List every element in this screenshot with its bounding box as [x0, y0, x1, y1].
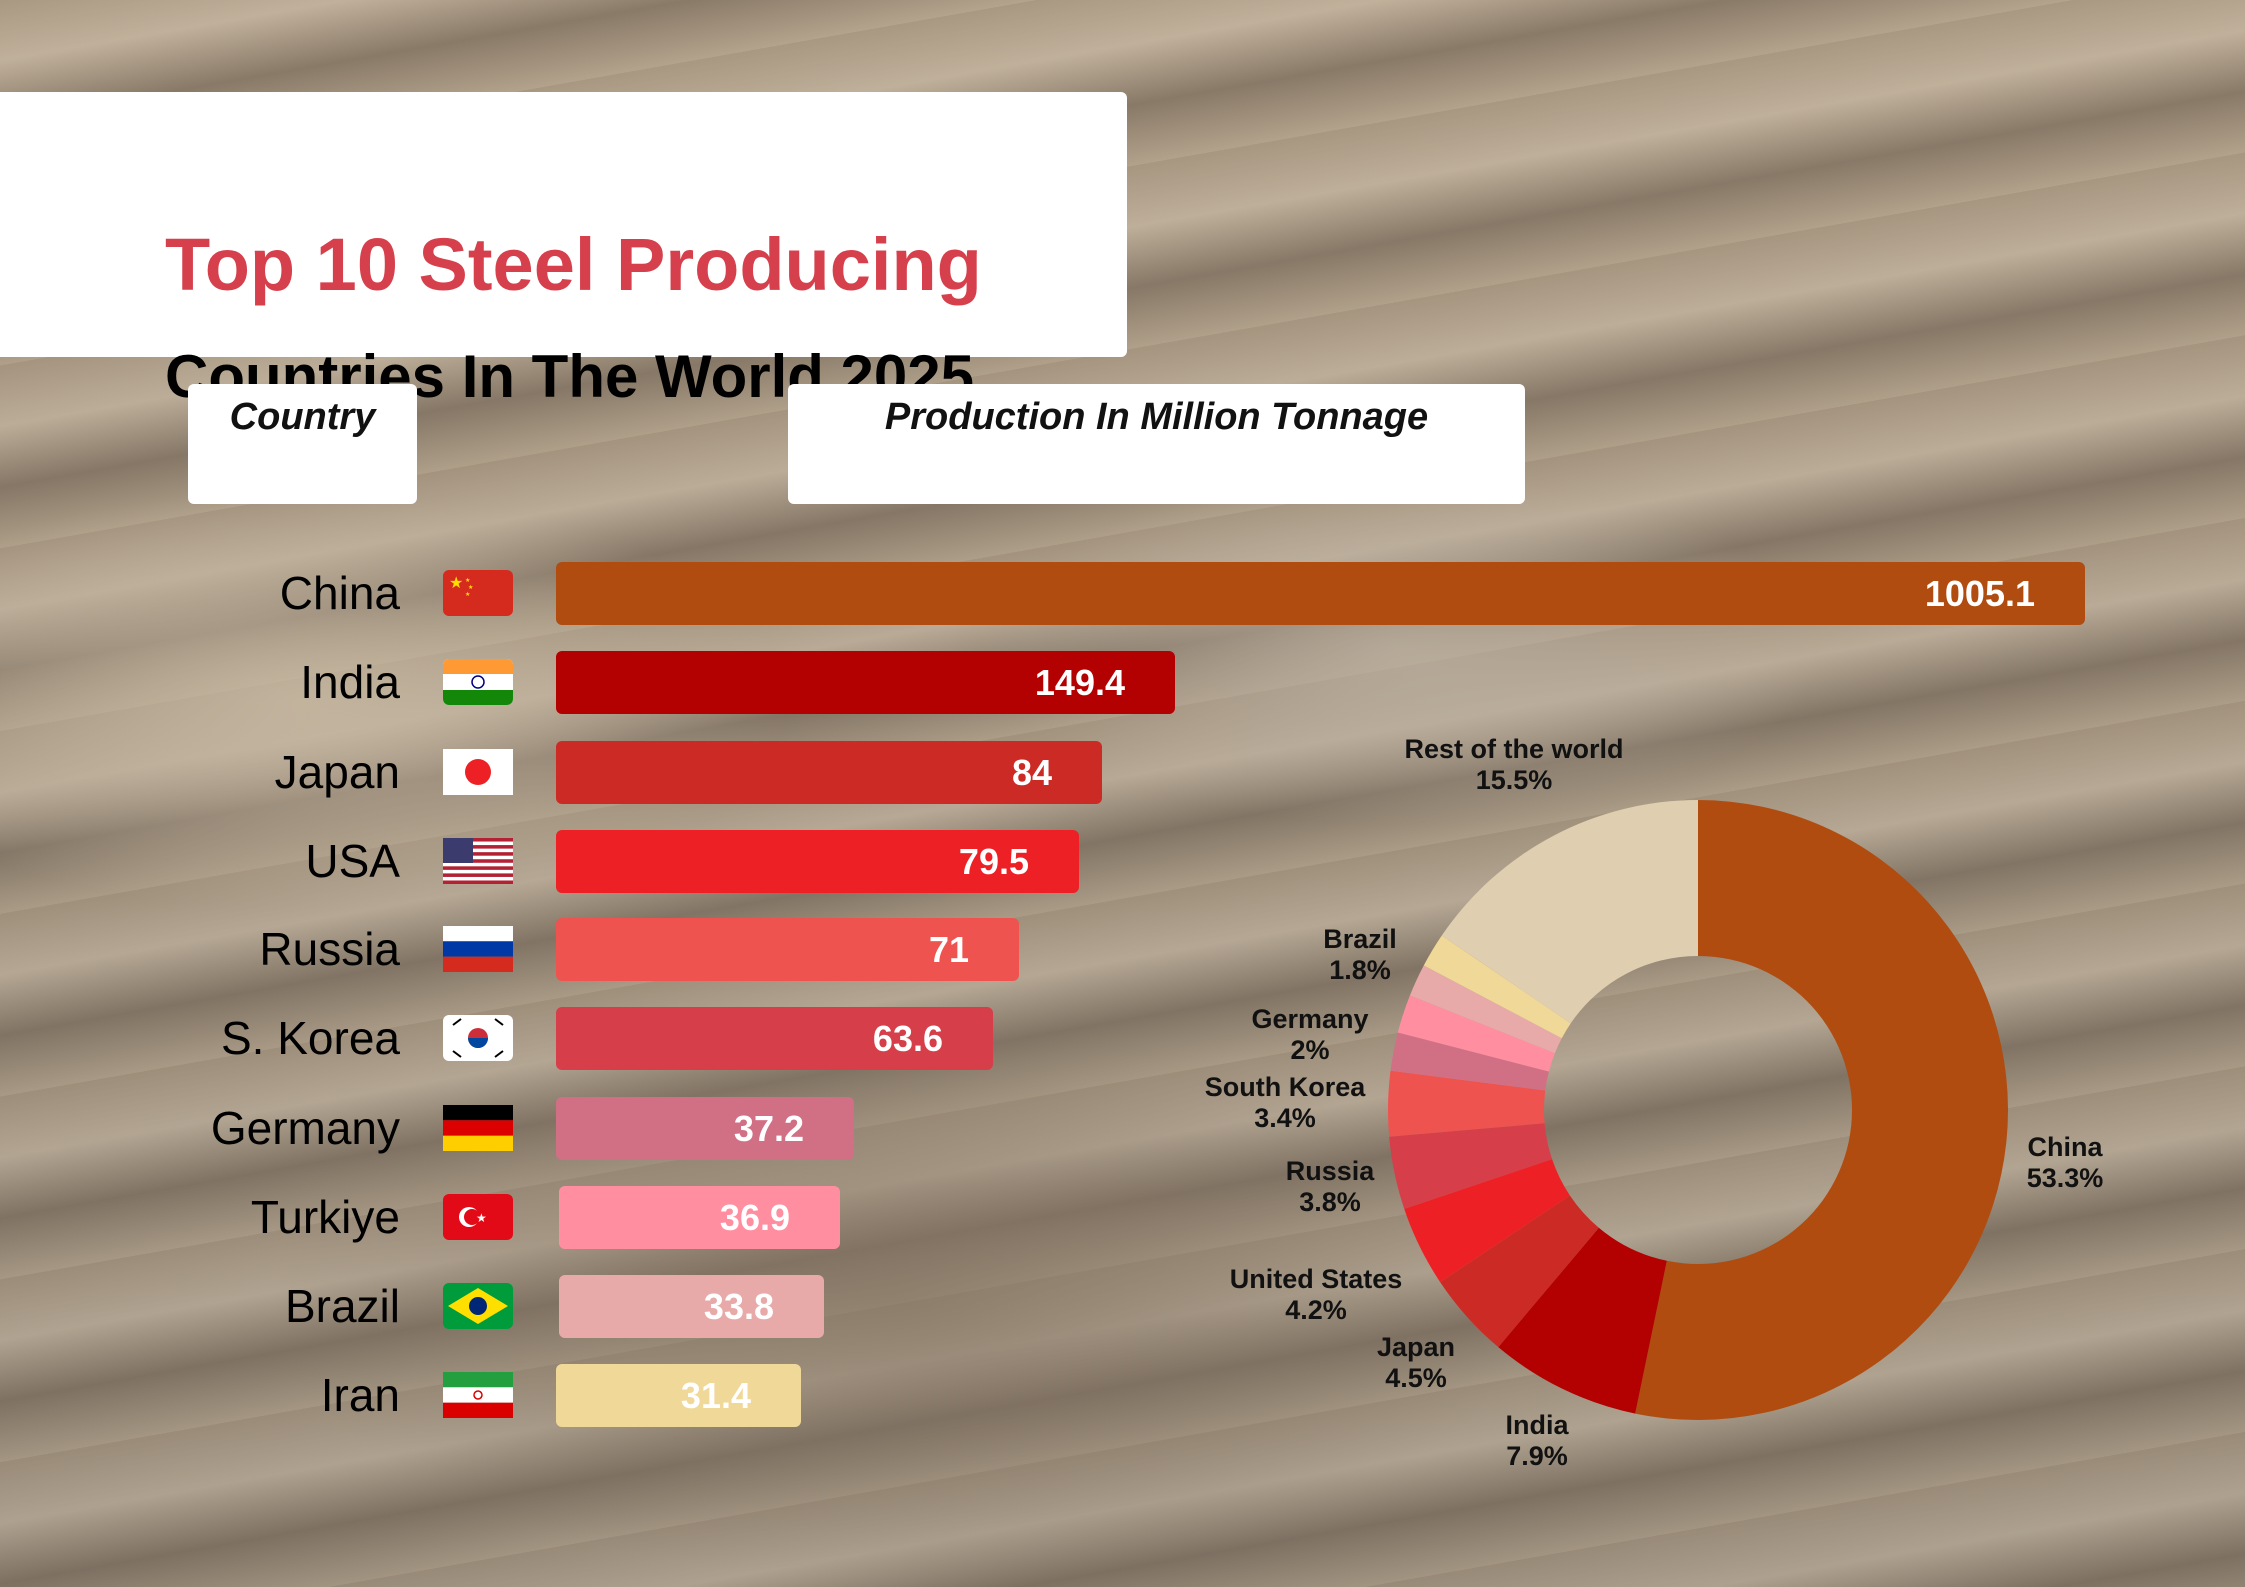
donut-label-percent: 4.2%: [1285, 1295, 1347, 1325]
donut-slice: [1440, 1195, 1599, 1348]
donut-label-name: India: [1505, 1410, 1569, 1440]
bar: 71: [556, 918, 1019, 981]
bar: 31.4: [556, 1364, 801, 1427]
russia-flag-icon: [443, 926, 513, 972]
donut-slice: [1498, 1227, 1667, 1414]
turkiye-flag-icon: ★: [443, 1194, 513, 1240]
donut-label-name: China: [2027, 1132, 2103, 1162]
bar-value-label: 36.9: [719, 1197, 790, 1238]
bar-value-label: 63.6: [872, 1018, 943, 1059]
donut-slice: [1404, 1159, 1570, 1283]
donut-label-percent: 2%: [1290, 1035, 1330, 1065]
donut-label-percent: 3.8%: [1299, 1187, 1361, 1217]
country-label: Germany: [210, 1102, 400, 1154]
bar: 149.4: [556, 651, 1175, 714]
donut-slice: [1635, 800, 2008, 1420]
svg-text:★: ★: [476, 1211, 487, 1225]
donut-slice: [1441, 800, 1698, 1024]
donut-label-percent: 7.9%: [1506, 1441, 1568, 1471]
donut-label-name: United States: [1229, 1264, 1403, 1294]
bar: 33.8: [559, 1275, 824, 1338]
brazil-flag-icon: [443, 1283, 513, 1329]
iran-flag-icon: [443, 1372, 513, 1418]
donut-label-name: Russia: [1285, 1156, 1375, 1186]
title-box: Top 10 Steel Producing Countries In The …: [0, 92, 1127, 410]
donut-label: China 53.3%: [2027, 1132, 2104, 1194]
country-label: Japan: [274, 746, 400, 798]
country-label: Turkiye: [250, 1191, 400, 1243]
donut-label: India 7.9%: [1505, 1410, 1568, 1472]
bar-value-label: 1005.1: [1924, 573, 2035, 614]
china-flag-icon: ★ ★★★: [443, 570, 513, 616]
donut-label-percent: 15.5%: [1475, 765, 1553, 795]
donut-slice: [1390, 1032, 1549, 1091]
usa-flag-icon: [443, 838, 513, 884]
donut-label-percent: 1.8%: [1329, 955, 1391, 985]
donut-label-name: Germany: [1251, 1004, 1369, 1034]
country-label: China: [279, 567, 400, 619]
bar-value-label: 37.2: [733, 1108, 804, 1149]
donut-label: Germany 2%: [1251, 1004, 1368, 1066]
bar: 84: [556, 741, 1102, 804]
donut-label: Russia 3.8%: [1286, 1156, 1375, 1218]
donut-slice: [1388, 1070, 1546, 1137]
country-header: Country: [188, 384, 417, 504]
donut-label: Brazil 1.8%: [1323, 924, 1397, 986]
donut-label: United States 4.2%: [1230, 1264, 1403, 1326]
donut-label: Japan 4.5%: [1377, 1332, 1455, 1394]
donut-label-name: South Korea: [1204, 1072, 1366, 1102]
bar-value-label: 33.8: [703, 1286, 774, 1327]
bar-value-label: 149.4: [1034, 662, 1125, 703]
bar: 79.5: [556, 830, 1079, 893]
country-label: USA: [305, 835, 400, 887]
country-label: Russia: [259, 923, 400, 975]
donut-label-name: Rest of the world: [1404, 734, 1624, 764]
country-label: India: [300, 656, 400, 708]
svg-text:★: ★: [449, 575, 463, 592]
bar: 37.2: [556, 1097, 854, 1160]
donut-label-percent: 3.4%: [1254, 1103, 1316, 1133]
germany-flag-icon: [443, 1105, 513, 1151]
bar-value-label: 79.5: [958, 841, 1029, 882]
donut-slice: [1389, 1123, 1553, 1209]
donut-label-name: Brazil: [1323, 924, 1397, 954]
bar: 1005.1: [556, 562, 2085, 625]
donut-label-name: Japan: [1376, 1332, 1456, 1362]
bar-value-label: 84: [1011, 752, 1052, 793]
donut-slice: [1397, 995, 1555, 1072]
donut-label: Rest of the world 15.5%: [1404, 734, 1623, 796]
production-header: Production In Million Tonnage: [788, 384, 1525, 504]
country-label: Iran: [320, 1369, 400, 1421]
japan-flag-icon: [443, 749, 513, 795]
bar-value-label: 31.4: [680, 1375, 751, 1416]
donut-chart: [1388, 800, 2008, 1420]
donut-slice: [1423, 935, 1571, 1039]
south-korea-flag-icon: [443, 1015, 513, 1061]
bar: 36.9: [559, 1186, 840, 1249]
bar-value-label: 71: [928, 929, 969, 970]
donut-label-percent: 53.3%: [2026, 1163, 2104, 1193]
india-flag-icon: [443, 659, 513, 705]
title-line1: Top 10 Steel Producing: [165, 223, 982, 306]
donut-slice: [1409, 965, 1562, 1054]
bar: 63.6: [556, 1007, 993, 1070]
country-label: Brazil: [284, 1280, 400, 1332]
svg-text:★: ★: [468, 584, 473, 591]
donut-label-percent: 4.5%: [1385, 1363, 1447, 1393]
donut-label: South Korea 3.4%: [1205, 1072, 1366, 1134]
country-label: S. Korea: [221, 1012, 400, 1064]
svg-text:★: ★: [465, 577, 470, 584]
svg-text:★: ★: [465, 591, 470, 598]
